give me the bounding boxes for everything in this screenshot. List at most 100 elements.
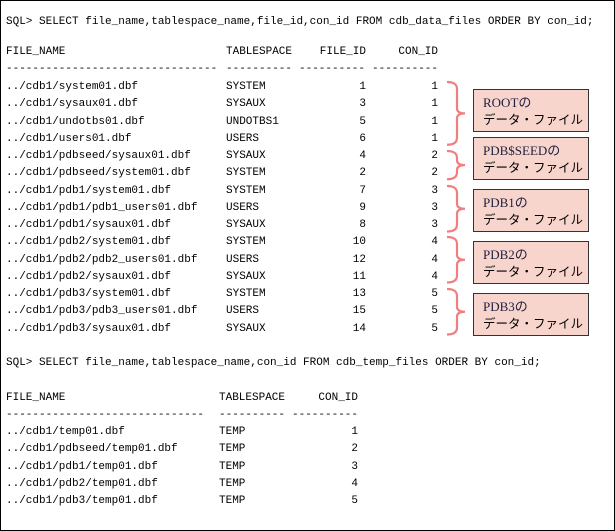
table-cell: SYSAUX: [226, 322, 266, 335]
table-cell: ../cdb1/pdb2/system01.dbf: [6, 236, 172, 249]
curly-brace-icon: [446, 149, 466, 181]
annotation-box: PDB$SEEDのデータ・ファイル: [473, 137, 589, 180]
table-cell: 3: [431, 184, 438, 197]
table-cell: USERS: [226, 201, 260, 214]
table-cell: 2: [359, 167, 366, 180]
table-cell: 1: [431, 115, 438, 128]
table-cell: ../cdb1/pdb1/temp01.dbf: [6, 460, 158, 473]
column-header: CON_ID: [318, 392, 358, 404]
table-cell: ../cdb1/pdbseed/temp01.dbf: [6, 443, 178, 456]
header-divider: ----------: [219, 409, 286, 421]
table-cell: TEMP: [219, 443, 246, 456]
annotation-box: ROOTのデータ・ファイル: [473, 89, 589, 132]
table-cell: SYSTEM: [226, 184, 266, 197]
header-divider: ------------------------------: [6, 409, 205, 421]
table-cell: 1: [431, 132, 438, 145]
table-cell: 15: [352, 305, 366, 318]
table-cell: 1: [431, 98, 438, 111]
column-header: FILE_ID: [319, 46, 366, 58]
curly-brace-icon: [446, 287, 466, 336]
table-cell: SYSAUX: [226, 98, 266, 111]
sql-query-1: SQL> SELECT file_name,tablespace_name,fi…: [6, 16, 594, 28]
table-cell: ../cdb1/system01.dbf: [6, 81, 139, 93]
annotation-subtitle: データ・ファイル: [483, 112, 584, 127]
table-cell: SYSAUX: [226, 150, 266, 162]
table-cell: ../cdb1/pdb3/sysaux01.dbf: [6, 322, 172, 335]
header-divider: ----------: [299, 63, 366, 75]
table-cell: ../cdb1/pdb1/sysaux01.dbf: [6, 219, 172, 231]
table-cell: ../cdb1/pdb2/pdb2_users01.dbf: [6, 253, 198, 266]
annotation-title: PDB1の: [483, 195, 528, 210]
table-cell: 4: [351, 477, 358, 490]
curly-brace-icon: [446, 184, 466, 233]
table-cell: 1: [359, 81, 366, 93]
table-cell: ../cdb1/pdb3/pdb3_users01.dbf: [6, 305, 198, 318]
table-cell: 12: [352, 253, 366, 266]
annotation-title: PDB2の: [483, 247, 528, 262]
table-cell: TEMP: [219, 460, 246, 473]
table-cell: 5: [359, 115, 366, 128]
table-cell: 10: [352, 236, 366, 249]
column-header: CON_ID: [398, 46, 438, 58]
table-cell: SYSTEM: [226, 288, 266, 300]
sql-query-2: SQL> SELECT file_name,tablespace_name,co…: [6, 357, 541, 369]
table-cell: ../cdb1/undotbs01.dbf: [6, 115, 145, 128]
table-cell: SYSTEM: [226, 236, 266, 249]
table-cell: 3: [431, 201, 438, 214]
table-cell: 3: [431, 219, 438, 231]
table-cell: ../cdb1/pdbseed/sysaux01.dbf: [6, 150, 191, 162]
annotation-subtitle: データ・ファイル: [483, 160, 584, 175]
table-cell: SYSAUX: [226, 270, 266, 283]
table-cell: 3: [351, 460, 358, 473]
annotation-subtitle: データ・ファイル: [483, 316, 584, 331]
table-cell: 14: [352, 322, 366, 335]
table-cell: 4: [431, 270, 438, 283]
table-cell: USERS: [226, 132, 260, 145]
table-cell: 5: [431, 305, 438, 318]
table-cell: ../cdb1/pdbseed/system01.dbf: [6, 167, 191, 180]
table-cell: SYSTEM: [226, 167, 266, 180]
annotation-box: PDB3のデータ・ファイル: [473, 293, 589, 336]
table-cell: ../cdb1/sysaux01.dbf: [6, 98, 139, 111]
table-cell: TEMP: [219, 477, 246, 490]
table-cell: ../cdb1/pdb3/system01.dbf: [6, 288, 172, 300]
table-cell: 2: [351, 443, 358, 456]
header-divider: ----------: [372, 63, 439, 75]
column-header: TABLESPACE: [219, 392, 286, 404]
curly-brace-icon: [446, 80, 466, 146]
table-cell: 1: [351, 426, 358, 438]
table-cell: ../cdb1/users01.dbf: [6, 132, 132, 145]
table-cell: USERS: [226, 305, 260, 318]
curly-brace-icon: [446, 236, 466, 284]
table-cell: 5: [431, 322, 438, 335]
table-cell: 4: [431, 236, 438, 249]
table-cell: 8: [359, 219, 366, 231]
table-cell: 4: [431, 253, 438, 266]
table-cell: 4: [359, 150, 366, 162]
table-cell: ../cdb1/pdb2/sysaux01.dbf: [6, 270, 172, 283]
table-cell: 6: [359, 132, 366, 145]
table-cell: SYSAUX: [226, 219, 266, 231]
header-divider: ----------: [292, 409, 359, 421]
table-cell: 5: [431, 288, 438, 300]
table-cell: TEMP: [219, 495, 246, 507]
column-header: TABLESPACE: [226, 46, 293, 58]
table-cell: 7: [359, 184, 366, 197]
table-cell: UNDOTBS1: [226, 115, 279, 128]
table-cell: ../cdb1/pdb3/temp01.dbf: [6, 495, 158, 507]
table-cell: 2: [431, 150, 438, 162]
annotation-title: PDB3の: [483, 299, 528, 314]
table-cell: ../cdb1/pdb1/pdb1_users01.dbf: [6, 201, 198, 214]
table-cell: 3: [359, 98, 366, 111]
annotation-title: ROOTの: [483, 95, 532, 110]
column-header: FILE_NAME: [6, 46, 66, 58]
table-cell: TEMP: [219, 426, 246, 438]
table-cell: ../cdb1/pdb1/system01.dbf: [6, 184, 172, 197]
table-cell: 1: [431, 81, 438, 93]
table-cell: 13: [352, 288, 366, 300]
header-divider: ----------: [226, 63, 293, 75]
table-cell: ../cdb1/temp01.dbf: [6, 426, 125, 438]
annotation-subtitle: データ・ファイル: [483, 212, 584, 227]
annotation-title: PDB$SEEDの: [483, 143, 561, 158]
